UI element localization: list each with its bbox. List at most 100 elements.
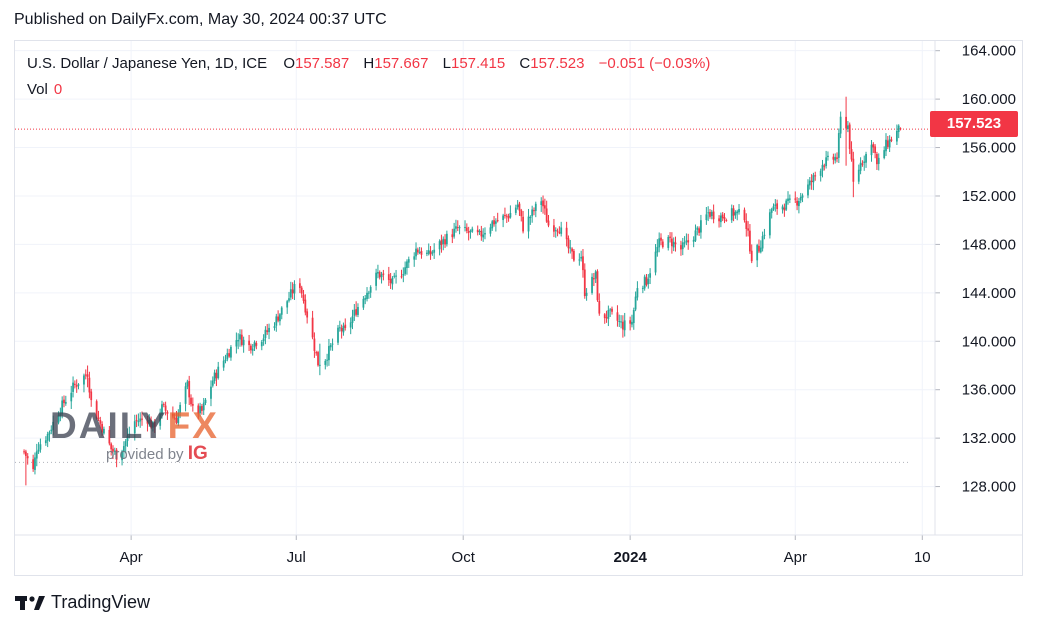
candle-body [324, 360, 327, 365]
down-candle [291, 282, 294, 300]
candle-body [337, 327, 339, 343]
candle-body [582, 256, 584, 271]
up-candle [46, 431, 49, 448]
up-candle [328, 338, 330, 366]
candle-body [453, 228, 456, 237]
up-candle [126, 428, 129, 447]
candle-body [527, 216, 530, 232]
up-candle [870, 139, 873, 162]
candle-body [375, 272, 378, 286]
down-candle [101, 421, 104, 436]
candle-body [710, 211, 713, 217]
candle-body [772, 206, 775, 210]
down-candle [141, 411, 143, 426]
candle-body [128, 433, 131, 435]
down-candle [783, 203, 786, 217]
down-candle [505, 213, 508, 223]
candle-body [211, 380, 214, 386]
up-candle [839, 111, 842, 139]
candle-body [367, 292, 370, 294]
candle-body [540, 201, 543, 205]
y-tick-label: 156.000 [962, 140, 1016, 157]
down-candle [191, 397, 194, 412]
candle-body [796, 200, 798, 206]
candle-body [286, 301, 289, 308]
candle-body [378, 272, 381, 278]
down-candle [794, 191, 797, 203]
down-candle [504, 207, 506, 219]
candle-body [491, 221, 494, 229]
candle-body [46, 433, 49, 441]
down-candle [389, 272, 392, 289]
down-candle [255, 340, 258, 350]
down-candle [718, 215, 720, 228]
up-candle [133, 414, 136, 441]
y-tick-label: 144.000 [962, 285, 1016, 302]
down-candle [420, 247, 423, 259]
down-candle [32, 454, 35, 472]
up-candle [210, 380, 212, 407]
candle-body [890, 139, 893, 141]
down-candle [603, 313, 606, 324]
up-candle [70, 385, 73, 409]
down-candle [387, 266, 390, 286]
up-candle [516, 200, 519, 210]
candle-body [700, 220, 702, 233]
down-candle [845, 96, 847, 166]
candle-body [696, 227, 699, 230]
up-candle [331, 338, 334, 351]
candle-body [598, 300, 601, 314]
symbol-label: U.S. Dollar / Japanese Yen, 1D, ICE [27, 55, 268, 72]
candle-body [50, 429, 53, 432]
candle-body [649, 273, 652, 278]
candle-body [836, 157, 838, 159]
down-candle [23, 449, 25, 455]
candle-body [88, 377, 91, 393]
down-candle [146, 415, 149, 432]
down-candle [90, 388, 93, 407]
up-candle [329, 343, 332, 351]
down-candle [190, 394, 192, 407]
up-candle [710, 209, 713, 220]
down-candle [743, 207, 746, 223]
tradingview-footer[interactable]: TradingView [15, 592, 150, 613]
up-candle [591, 273, 593, 295]
down-candle [496, 212, 499, 223]
candle-body [313, 338, 316, 351]
candle-body [213, 372, 216, 381]
candle-body [888, 139, 891, 148]
candle-body [819, 170, 822, 176]
candle-body [580, 256, 583, 259]
candle-body [190, 397, 192, 405]
up-candle [445, 230, 448, 247]
up-candle [217, 361, 220, 380]
up-candle [369, 285, 372, 298]
candle-body [667, 237, 670, 248]
candle-body [723, 217, 726, 220]
down-candle [542, 195, 544, 214]
candle-body [197, 405, 200, 414]
up-candle [237, 333, 240, 350]
down-candle [565, 221, 568, 247]
candle-body [810, 180, 813, 183]
candle-body [426, 252, 428, 254]
candle-body [712, 211, 715, 220]
candle-body [48, 432, 51, 435]
candle-body [592, 278, 595, 280]
candle-body [306, 311, 309, 318]
candle-body [861, 163, 864, 165]
down-candle [162, 402, 165, 408]
down-candle [861, 160, 864, 167]
down-candle [88, 371, 91, 399]
candle-body [273, 326, 276, 328]
down-candle [745, 213, 748, 237]
up-candle [72, 376, 74, 398]
up-candle [696, 226, 699, 236]
candle-body [293, 283, 296, 294]
candle-body [438, 241, 441, 250]
candle-body [756, 245, 759, 261]
candle-body [505, 215, 508, 217]
candle-body [440, 240, 443, 246]
candle-body [520, 210, 523, 217]
